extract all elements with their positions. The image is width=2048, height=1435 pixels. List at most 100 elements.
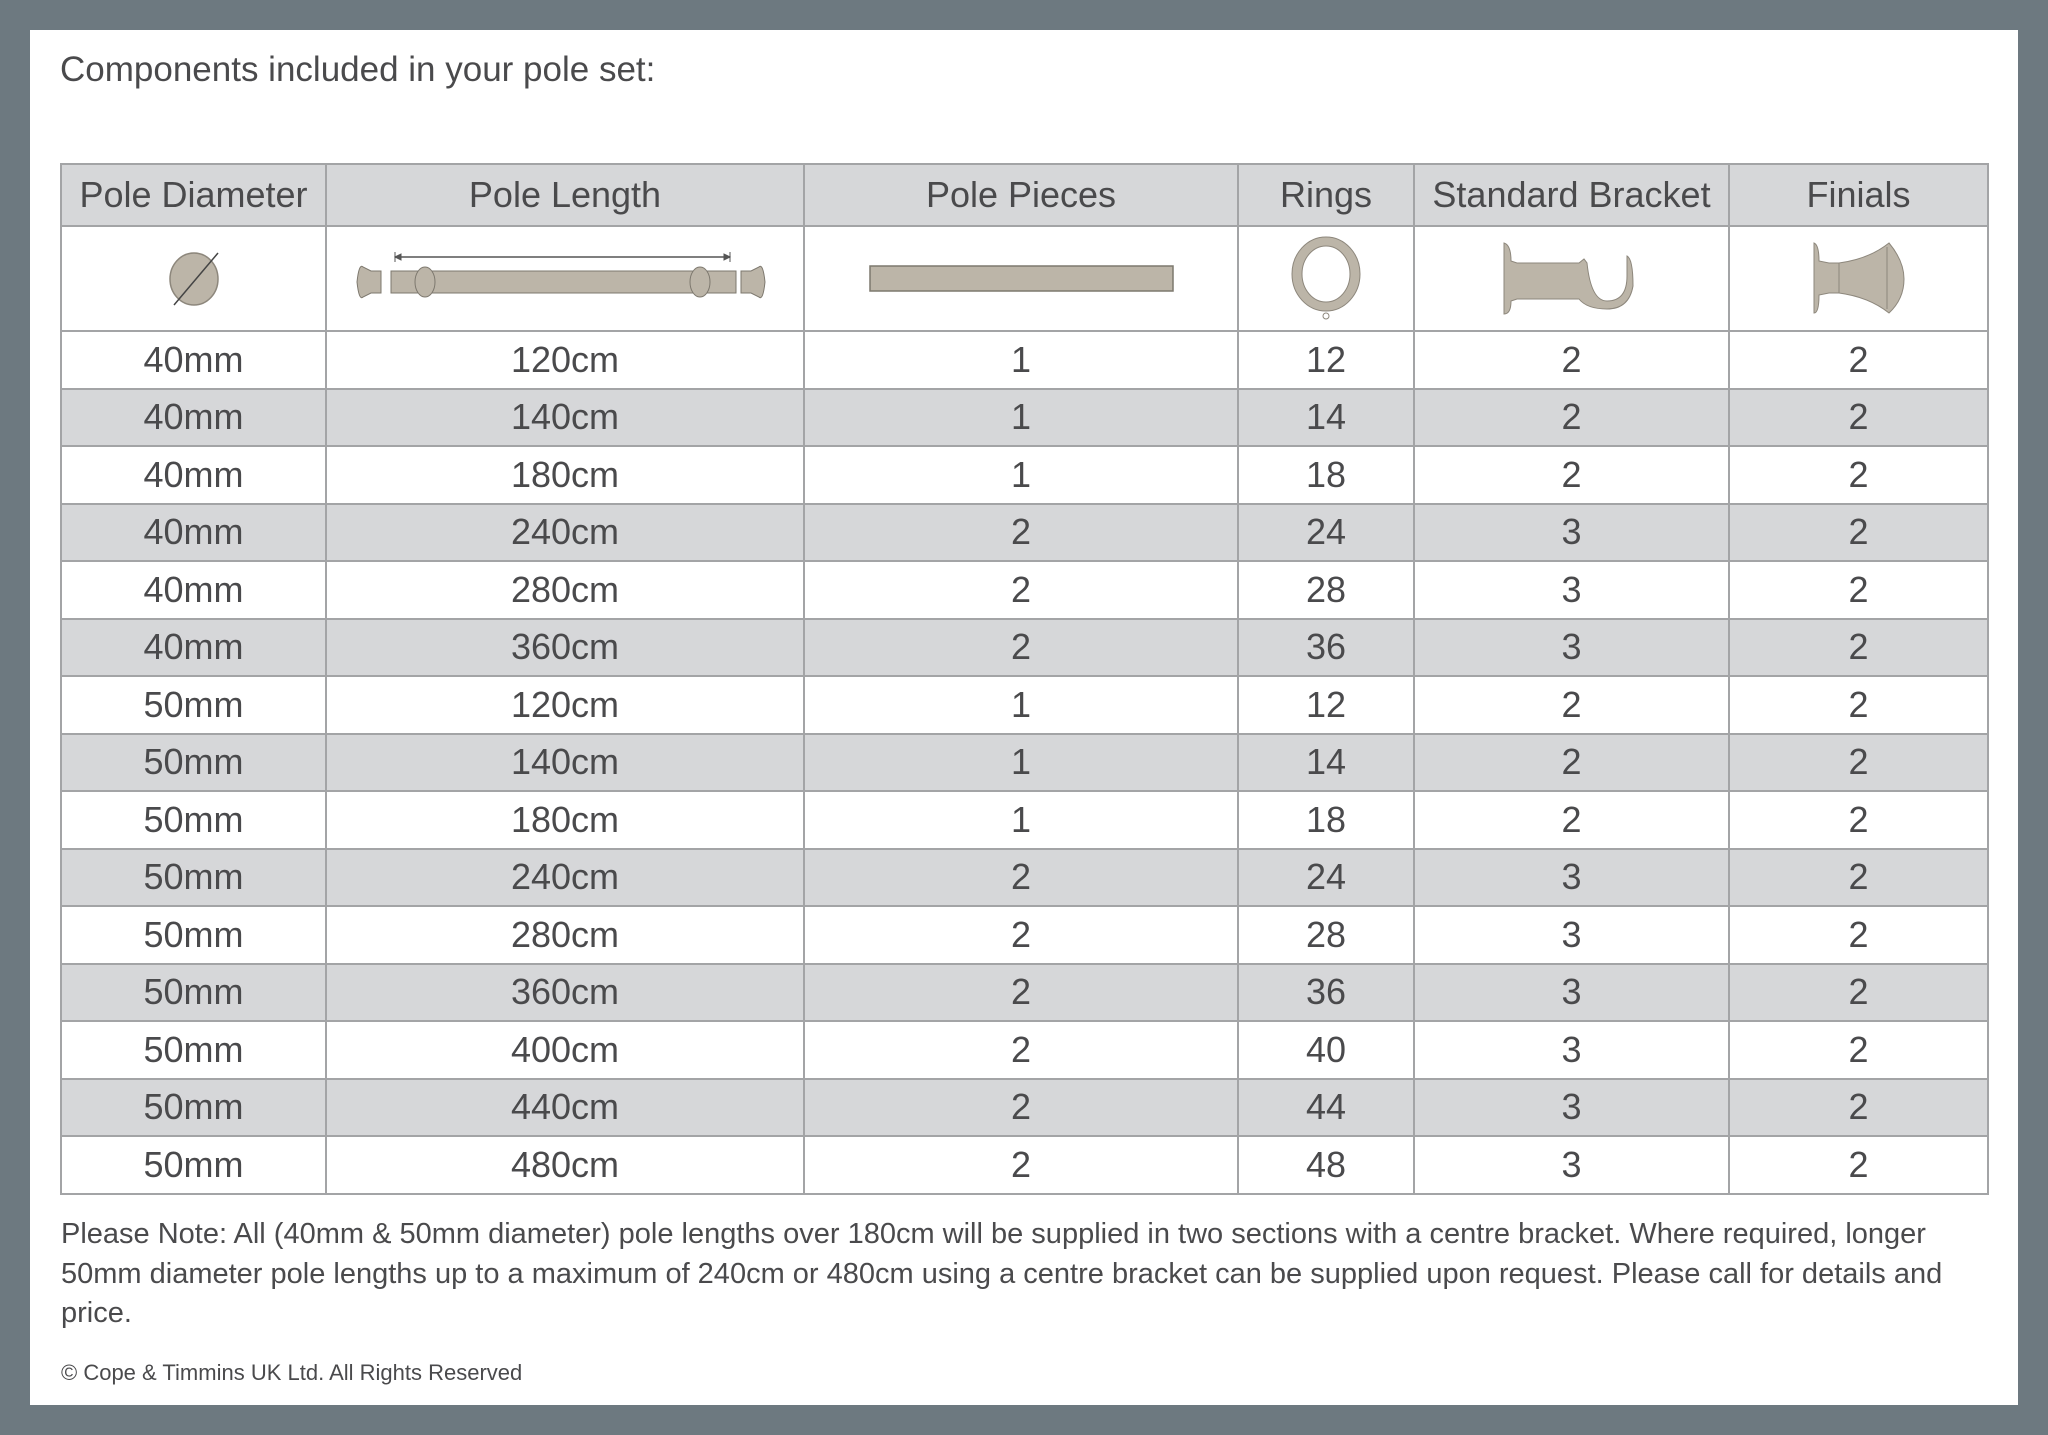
- page-title: Components included in your pole set:: [60, 50, 656, 89]
- cell-finials: 2: [1728, 1135, 1989, 1195]
- header-finials: Finials: [1728, 163, 1989, 227]
- cell-length: 140cm: [325, 732, 805, 792]
- cell-length: 240cm: [325, 502, 805, 562]
- cell-diameter: 50mm: [60, 905, 327, 965]
- copyright-text: © Cope & Timmins UK Ltd. All Rights Rese…: [61, 1360, 523, 1385]
- cell-diameter: 50mm: [60, 1135, 327, 1195]
- cell-pieces: 2: [803, 617, 1239, 677]
- cell-rings: 14: [1237, 732, 1415, 792]
- diameter-icon: [168, 251, 219, 306]
- table-row: 40mm 280cm 2 28 3 2: [60, 560, 1989, 620]
- cell-pieces: 1: [803, 387, 1239, 447]
- cell-diameter: 40mm: [60, 617, 327, 677]
- ring-icon: [1291, 236, 1361, 319]
- cell-pieces: 1: [803, 790, 1239, 850]
- cell-finials: 2: [1728, 617, 1989, 677]
- cell-pieces: 1: [803, 330, 1239, 390]
- table-row: 40mm 120cm 1 12 2 2: [60, 330, 1989, 390]
- cell-length: 360cm: [325, 617, 805, 677]
- bracket-icon: [1503, 242, 1634, 315]
- cell-diameter: 40mm: [60, 387, 327, 447]
- cell-pieces: 2: [803, 1135, 1239, 1195]
- icon-row: [60, 225, 1989, 332]
- cell-diameter: 50mm: [60, 1077, 327, 1137]
- cell-finials: 2: [1728, 445, 1989, 505]
- cell-length: 280cm: [325, 560, 805, 620]
- cell-rings: 18: [1237, 790, 1415, 850]
- cell-rings: 44: [1237, 1077, 1415, 1137]
- table-row: 50mm 280cm 2 28 3 2: [60, 905, 1989, 965]
- cell-brackets: 2: [1413, 675, 1730, 735]
- cell-diameter: 40mm: [60, 330, 327, 390]
- cell-length: 360cm: [325, 962, 805, 1022]
- cell-finials: 2: [1728, 502, 1989, 562]
- cell-finials: 2: [1728, 847, 1989, 907]
- table-row: 50mm 480cm 2 48 3 2: [60, 1135, 1989, 1195]
- cell-length: 140cm: [325, 387, 805, 447]
- cell-pieces: 2: [803, 905, 1239, 965]
- cell-rings: 12: [1237, 330, 1415, 390]
- table-row: 50mm 360cm 2 36 3 2: [60, 962, 1989, 1022]
- cell-rings: 24: [1237, 502, 1415, 562]
- cell-finials: 2: [1728, 962, 1989, 1022]
- table-row: 50mm 120cm 1 12 2 2: [60, 675, 1989, 735]
- cell-pieces: 2: [803, 1077, 1239, 1137]
- table-row: 40mm 360cm 2 36 3 2: [60, 617, 1989, 677]
- cell-finials: 2: [1728, 1020, 1989, 1080]
- table-row: 50mm 240cm 2 24 3 2: [60, 847, 1989, 907]
- cell-finials: 2: [1728, 330, 1989, 390]
- pole-length-icon: [356, 251, 766, 298]
- cell-finials: 2: [1728, 675, 1989, 735]
- cell-brackets: 3: [1413, 905, 1730, 965]
- cell-diameter: 50mm: [60, 790, 327, 850]
- cell-pieces: 2: [803, 502, 1239, 562]
- cell-pieces: 1: [803, 445, 1239, 505]
- cell-finials: 2: [1728, 1077, 1989, 1137]
- cell-brackets: 3: [1413, 1020, 1730, 1080]
- cell-rings: 28: [1237, 905, 1415, 965]
- cell-brackets: 3: [1413, 1077, 1730, 1137]
- cell-rings: 36: [1237, 617, 1415, 677]
- cell-pieces: 1: [803, 675, 1239, 735]
- cell-length: 400cm: [325, 1020, 805, 1080]
- header-pole-diameter: Pole Diameter: [60, 163, 327, 227]
- cell-pieces: 2: [803, 962, 1239, 1022]
- cell-brackets: 2: [1413, 330, 1730, 390]
- table-row: 50mm 180cm 1 18 2 2: [60, 790, 1989, 850]
- cell-diameter: 40mm: [60, 560, 327, 620]
- cell-brackets: 3: [1413, 1135, 1730, 1195]
- cell-brackets: 2: [1413, 387, 1730, 447]
- cell-brackets: 2: [1413, 445, 1730, 505]
- cell-pieces: 2: [803, 560, 1239, 620]
- cell-length: 120cm: [325, 675, 805, 735]
- cell-finials: 2: [1728, 905, 1989, 965]
- cell-finials: 2: [1728, 387, 1989, 447]
- cell-rings: 12: [1237, 675, 1415, 735]
- cell-diameter: 50mm: [60, 1020, 327, 1080]
- header-rings: Rings: [1237, 163, 1415, 227]
- cell-pieces: 1: [803, 732, 1239, 792]
- cell-brackets: 3: [1413, 560, 1730, 620]
- cell-finials: 2: [1728, 790, 1989, 850]
- cell-diameter: 50mm: [60, 847, 327, 907]
- cell-diameter: 40mm: [60, 445, 327, 505]
- cell-finials: 2: [1728, 732, 1989, 792]
- cell-length: 180cm: [325, 445, 805, 505]
- cell-diameter: 50mm: [60, 675, 327, 735]
- cell-rings: 40: [1237, 1020, 1415, 1080]
- cell-rings: 14: [1237, 387, 1415, 447]
- cell-brackets: 2: [1413, 790, 1730, 850]
- components-table: Pole Diameter Pole Length Pole Pieces Ri…: [60, 163, 1989, 1195]
- cell-brackets: 3: [1413, 502, 1730, 562]
- cell-length: 180cm: [325, 790, 805, 850]
- cell-rings: 36: [1237, 962, 1415, 1022]
- cell-length: 120cm: [325, 330, 805, 390]
- cell-pieces: 2: [803, 847, 1239, 907]
- table-row: 50mm 140cm 1 14 2 2: [60, 732, 1989, 792]
- table-row: 40mm 180cm 1 18 2 2: [60, 445, 1989, 505]
- note-text: Please Note: All (40mm & 50mm diameter) …: [61, 1218, 1943, 1329]
- cell-brackets: 3: [1413, 962, 1730, 1022]
- cell-rings: 24: [1237, 847, 1415, 907]
- pole-piece-icon: [868, 264, 1174, 292]
- header-pole-length: Pole Length: [325, 163, 805, 227]
